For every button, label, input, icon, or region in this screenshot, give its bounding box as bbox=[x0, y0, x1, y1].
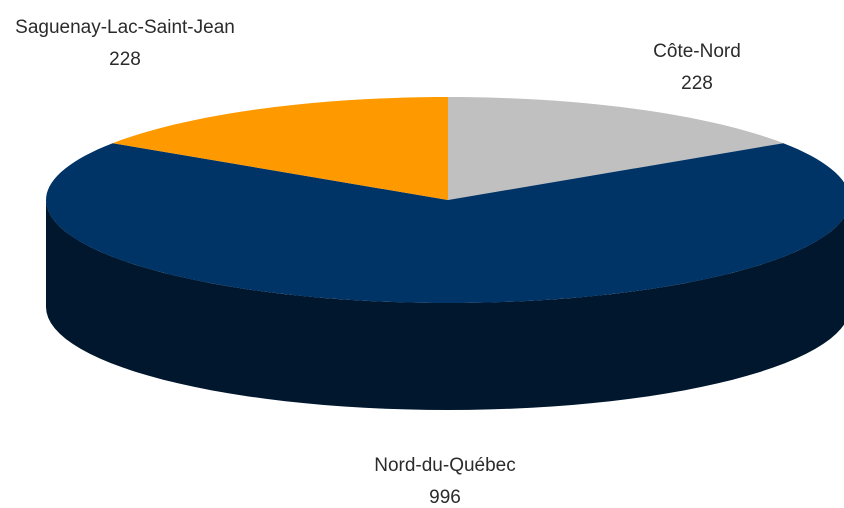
category-label: Saguenay-Lac-Saint-Jean bbox=[15, 17, 235, 38]
category-label: Côte-Nord bbox=[653, 41, 741, 62]
category-label: Nord-du-Québec bbox=[374, 455, 516, 476]
slice-label: Nord-du-Québec 996 bbox=[320, 450, 570, 508]
value-label: 228 bbox=[681, 73, 713, 94]
slice-side bbox=[46, 200, 844, 410]
value-label: 996 bbox=[429, 487, 461, 508]
slice bbox=[448, 97, 784, 200]
slice-label: Côte-Nord 228 bbox=[600, 36, 794, 100]
slice bbox=[46, 143, 844, 303]
slice-label: Saguenay-Lac-Saint-Jean 228 bbox=[0, 12, 250, 76]
slice bbox=[112, 97, 448, 200]
value-label: 228 bbox=[109, 49, 141, 70]
